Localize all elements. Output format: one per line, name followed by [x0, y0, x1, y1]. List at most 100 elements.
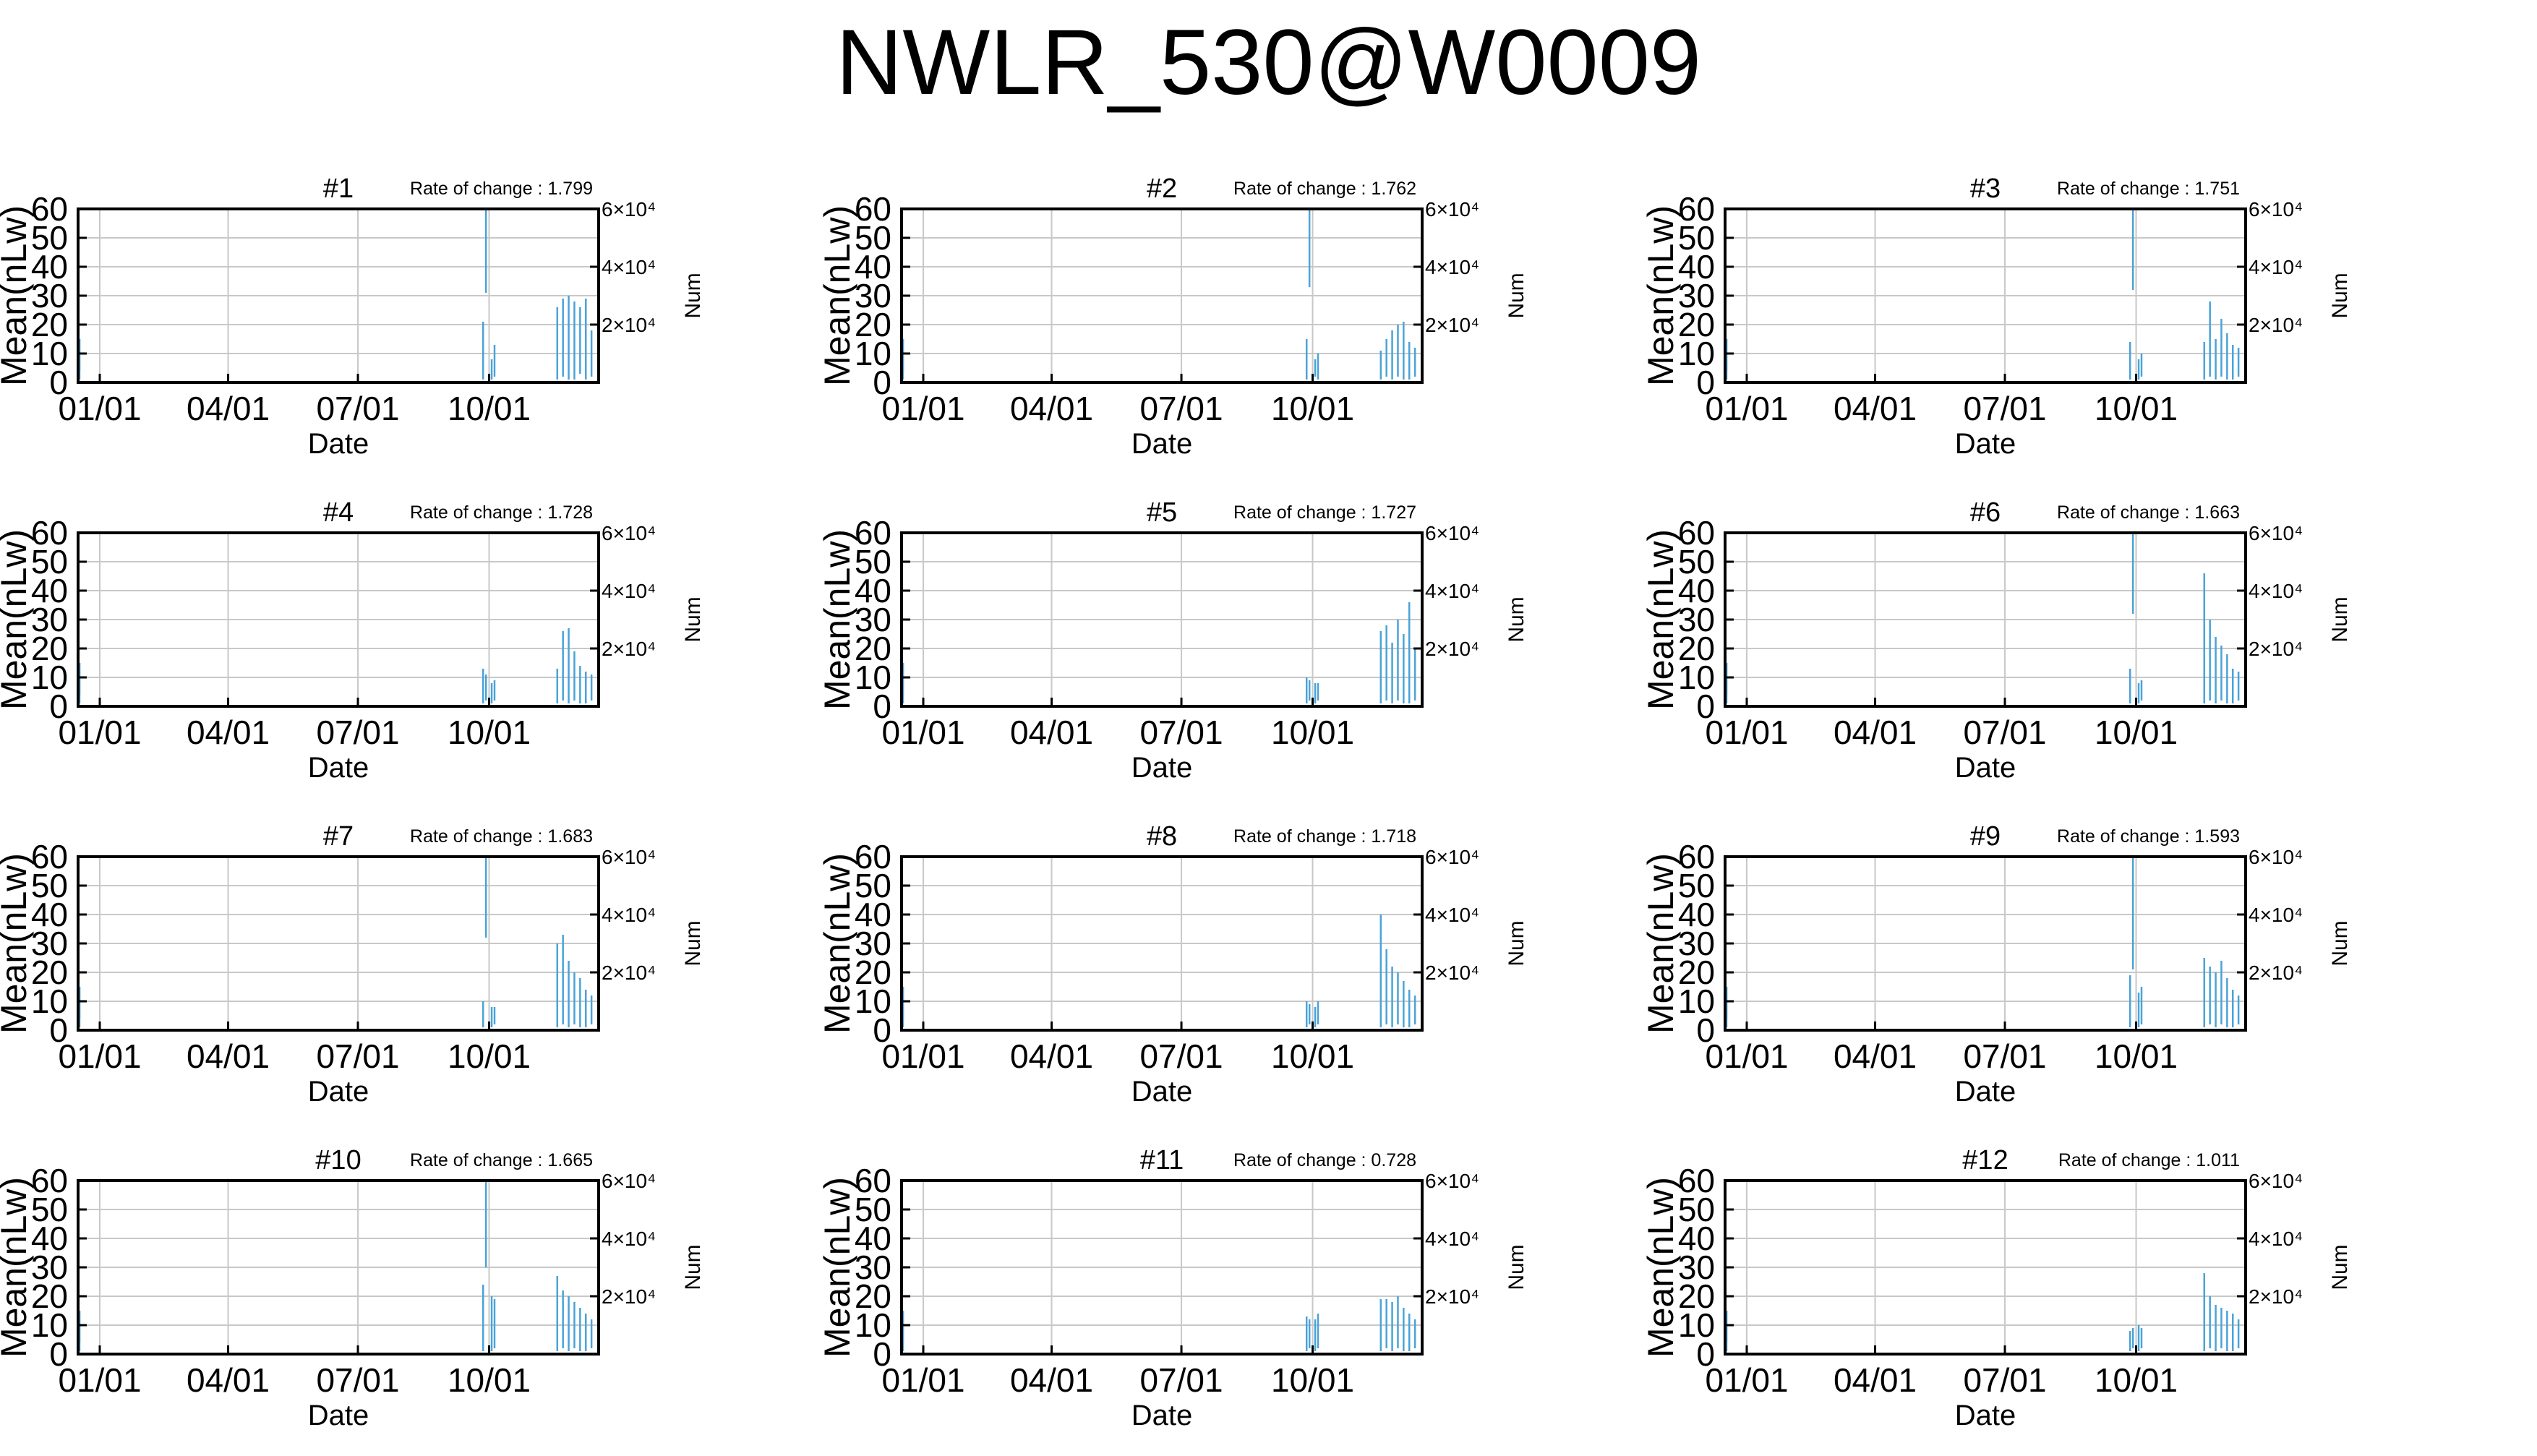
x-tick-label: 04/01: [187, 1361, 270, 1399]
x-tick-label: 01/01: [1705, 714, 1788, 751]
x-tick-label: 07/01: [1963, 1361, 2046, 1399]
rate-of-change-annotation: Rate of change : 1.728: [410, 502, 593, 523]
x-tick-label: 07/01: [1963, 390, 2046, 427]
rate-of-change-annotation: Rate of change : 1.663: [2057, 502, 2240, 523]
x-tick-label: 04/01: [1834, 1361, 1917, 1399]
x-tick-label: 10/01: [1271, 390, 1354, 427]
panel-title: #12: [1962, 1145, 2008, 1175]
chart-panel: 0 10 20 30 40 50 60 01/01 04/01 07/01 10/01 2×10⁴ 4×…: [0, 166, 824, 484]
y-tick-label: 40: [1678, 572, 1715, 609]
x-tick-label: 10/01: [448, 390, 531, 427]
y2-axis-label: Num: [1505, 596, 1528, 642]
x-tick-label: 07/01: [316, 1037, 399, 1075]
chart-panel: 0 10 20 30 40 50 60 01/01 04/01 07/01 10/01 2×10⁴ 4×…: [0, 1138, 824, 1456]
y-tick-label: 60: [855, 190, 891, 228]
x-tick-label: 10/01: [1271, 1037, 1354, 1075]
y2-tick-label: 6×10⁴: [2249, 198, 2303, 220]
panel-title: #1: [323, 174, 354, 204]
x-axis-label: Date: [1955, 1076, 2016, 1108]
y2-axis-label: Num: [2328, 920, 2352, 966]
y-tick-label: 10: [1678, 659, 1715, 696]
x-axis-label: Date: [1131, 428, 1193, 460]
y-axis-label: Mean(nLw): [817, 529, 857, 710]
y-tick-label: 20: [1678, 306, 1715, 343]
x-tick-label: 10/01: [1271, 714, 1354, 751]
x-tick-label: 01/01: [58, 714, 141, 751]
panel-title: #11: [1140, 1145, 1184, 1175]
y2-tick-label: 4×10⁴: [2249, 904, 2303, 926]
y2-axis-label: Num: [2328, 1244, 2352, 1290]
chart-panel: 0 10 20 30 40 50 60 01/01 04/01 07/01 10/01 2×10⁴ 4×…: [1640, 1138, 2471, 1456]
x-axis-label: Date: [1131, 1400, 1193, 1431]
panel-title: #7: [323, 821, 354, 852]
x-tick-label: 04/01: [1010, 390, 1093, 427]
y2-tick-label: 2×10⁴: [1425, 314, 1479, 336]
y-axis-label: Mean(nLw): [1640, 853, 1681, 1034]
y-tick-label: 50: [1678, 1191, 1715, 1228]
x-axis-label: Date: [1955, 428, 2016, 460]
x-tick-label: 01/01: [58, 1037, 141, 1075]
x-tick-label: 01/01: [58, 390, 141, 427]
y2-tick-label: 2×10⁴: [602, 638, 656, 660]
x-tick-label: 04/01: [1834, 390, 1917, 427]
panel-title: #5: [1147, 497, 1177, 528]
x-axis-label: Date: [308, 1400, 369, 1431]
y-tick-label: 20: [1678, 954, 1715, 991]
panel-title: #9: [1970, 821, 2001, 852]
y2-axis-label: Num: [2328, 273, 2352, 318]
y-axis-label: Mean(nLw): [0, 853, 34, 1034]
y-tick-label: 0: [49, 364, 68, 401]
chart-panel: 0 10 20 30 40 50 60 01/01 04/01 07/01 10/01 2×10⁴ 4×…: [817, 490, 1648, 808]
rate-of-change-annotation: Rate of change : 1.683: [410, 826, 593, 847]
y-tick-label: 10: [855, 982, 891, 1020]
y-tick-label: 20: [855, 1277, 891, 1315]
y-tick-label: 10: [31, 335, 68, 372]
rate-of-change-annotation: Rate of change : 1.718: [1233, 826, 1416, 847]
y2-tick-label: 6×10⁴: [2249, 846, 2303, 868]
y-tick-label: 30: [31, 1249, 68, 1286]
y2-axis-label: Num: [681, 920, 705, 966]
x-tick-label: 01/01: [881, 390, 964, 427]
y-tick-label: 0: [873, 1335, 891, 1373]
y-tick-label: 40: [1678, 896, 1715, 933]
y-tick-label: 60: [855, 1162, 891, 1199]
y-tick-label: 10: [855, 1306, 891, 1344]
y-tick-label: 0: [49, 688, 68, 725]
y2-tick-label: 4×10⁴: [1425, 580, 1479, 602]
x-tick-label: 01/01: [881, 1037, 964, 1075]
y-tick-label: 20: [31, 1277, 68, 1315]
rate-of-change-annotation: Rate of change : 1.799: [410, 179, 593, 199]
y2-tick-label: 6×10⁴: [602, 1170, 656, 1192]
y-tick-label: 40: [31, 248, 68, 286]
y-tick-label: 40: [1678, 248, 1715, 286]
x-tick-label: 04/01: [187, 390, 270, 427]
y-tick-label: 10: [1678, 1306, 1715, 1344]
x-tick-label: 10/01: [2095, 1037, 2178, 1075]
y-tick-label: 10: [31, 1306, 68, 1344]
y-tick-label: 0: [873, 688, 891, 725]
x-tick-label: 10/01: [1271, 1361, 1354, 1399]
chart-panel: 0 10 20 30 40 50 60 01/01 04/01 07/01 10/01 2×10⁴ 4×…: [0, 814, 824, 1132]
y-tick-label: 50: [855, 867, 891, 904]
y2-tick-label: 2×10⁴: [1425, 1285, 1479, 1308]
y-tick-label: 0: [1696, 364, 1715, 401]
x-axis-label: Date: [308, 428, 369, 460]
y-axis-label: Mean(nLw): [817, 853, 857, 1034]
x-tick-label: 10/01: [2095, 390, 2178, 427]
y2-tick-label: 2×10⁴: [2249, 638, 2303, 660]
x-tick-label: 04/01: [187, 1037, 270, 1075]
chart-panel: 0 10 20 30 40 50 60 01/01 04/01 07/01 10/01 2×10⁴ 4×…: [1640, 166, 2471, 484]
y-tick-label: 30: [855, 1249, 891, 1286]
chart-panel: 0 10 20 30 40 50 60 01/01 04/01 07/01 10/01 2×10⁴ 4×…: [817, 814, 1648, 1132]
y2-tick-label: 6×10⁴: [1425, 198, 1479, 220]
y-axis-label: Mean(nLw): [0, 529, 34, 710]
chart-panel: 0 10 20 30 40 50 60 01/01 04/01 07/01 10/01 2×10⁴ 4×…: [0, 490, 824, 808]
y-axis-label: Mean(nLw): [1640, 1177, 1681, 1358]
y2-tick-label: 4×10⁴: [602, 256, 656, 278]
y2-tick-label: 6×10⁴: [1425, 1170, 1479, 1192]
y-tick-label: 20: [855, 954, 891, 991]
